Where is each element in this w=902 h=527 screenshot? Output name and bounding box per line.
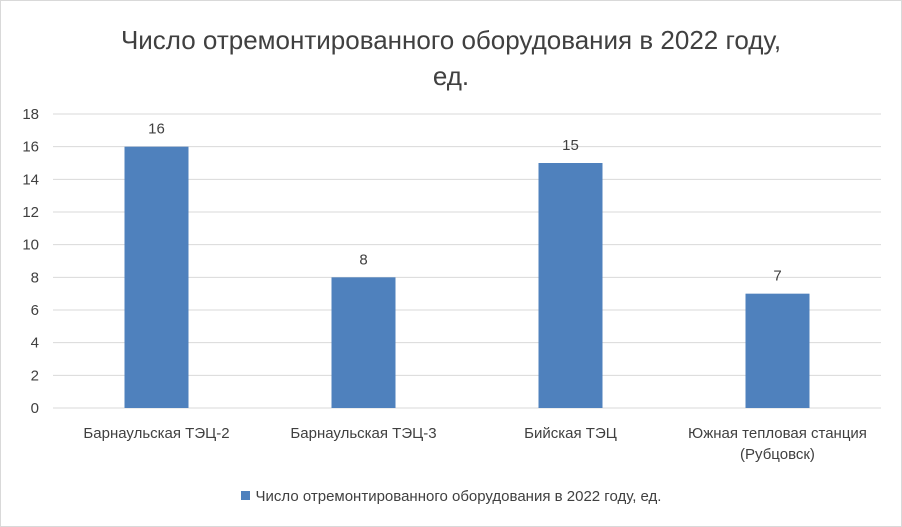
- data-label: 8: [359, 251, 367, 268]
- x-tick-label: Южная тепловая станция: [688, 425, 867, 442]
- bar: [124, 146, 189, 408]
- bar: [745, 293, 810, 408]
- bar: [331, 277, 396, 408]
- x-tick-label: Бийская ТЭЦ: [524, 425, 617, 442]
- y-tick-label: 16: [22, 139, 39, 156]
- y-tick-label: 10: [22, 237, 39, 254]
- x-tick-label: Барнаульская ТЭЦ-3: [290, 425, 436, 442]
- data-label: 7: [773, 268, 781, 285]
- y-tick-label: 6: [31, 302, 39, 319]
- legend-swatch: [240, 491, 250, 500]
- y-tick-label: 8: [31, 269, 39, 286]
- x-tick-label: Барнаульская ТЭЦ-2: [83, 425, 229, 442]
- y-tick-label: 4: [31, 335, 39, 352]
- y-tick-label: 0: [31, 400, 39, 417]
- bar: [538, 163, 603, 408]
- chart-title-line1: Число отремонтированного оборудования в …: [120, 25, 782, 55]
- y-tick-label: 14: [22, 171, 39, 188]
- y-tick-label: 12: [22, 204, 39, 221]
- legend-label: Число отремонтированного оборудования в …: [255, 488, 662, 505]
- x-tick-label: (Рубцовск): [740, 446, 815, 463]
- data-label: 16: [148, 121, 165, 138]
- y-tick-label: 18: [22, 106, 39, 123]
- y-tick-label: 2: [31, 367, 39, 384]
- chart-title-line2: ед.: [432, 61, 470, 91]
- legend: Число отремонтированного оборудования в …: [1, 488, 901, 505]
- data-label: 15: [562, 137, 579, 154]
